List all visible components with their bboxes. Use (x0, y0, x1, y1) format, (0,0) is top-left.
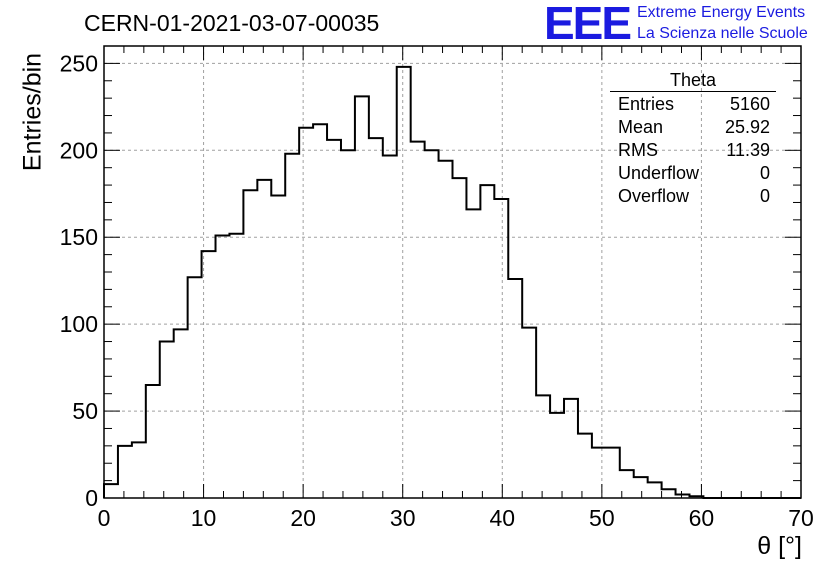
stats-title: Theta (669, 70, 717, 90)
histogram-bin (313, 124, 327, 498)
histogram-bin (411, 142, 425, 498)
grid-lines (104, 46, 801, 498)
histogram-bin (536, 395, 550, 498)
stats-row: Overflow 0 (610, 185, 776, 208)
y-tick-label: 0 (85, 485, 98, 511)
histogram-bin (160, 342, 174, 498)
x-tick-label: 30 (390, 505, 416, 531)
stats-row: Mean 25.92 (610, 116, 776, 139)
histogram-bin (480, 185, 494, 498)
histogram-bin (299, 128, 313, 498)
axis-ticks (103, 45, 802, 499)
histogram-bin (634, 477, 648, 498)
histogram-bin (327, 140, 341, 498)
histogram-bin (369, 138, 383, 498)
histogram-bin (132, 442, 146, 498)
eee-logo: EEE (544, 0, 632, 49)
y-tick-label: 150 (60, 224, 98, 250)
stats-divider (610, 91, 776, 92)
histogram-bin (285, 154, 299, 498)
histogram-bin (383, 156, 397, 498)
stats-box: Theta Entries 5160 Mean 25.92 RMS 11.39 Und… (610, 70, 776, 208)
y-tick-label: 100 (60, 311, 98, 337)
histogram-bin (341, 150, 355, 498)
histogram-bin (216, 235, 230, 498)
stats-label: RMS (618, 140, 658, 160)
histogram-outline (103, 65, 801, 499)
histogram-bin (592, 448, 606, 498)
histogram-bin (508, 279, 522, 498)
logo-subtitle-1: Extreme Energy Events (637, 4, 806, 21)
histogram-bin (550, 413, 564, 498)
histogram-bin (202, 251, 216, 498)
y-tick-label: 250 (60, 50, 98, 76)
histogram-bin (606, 448, 620, 498)
histogram-bin (118, 446, 132, 498)
stats-label: Entries (618, 94, 675, 114)
stats-row: Entries 5160 (610, 93, 776, 116)
histogram-bin (578, 434, 592, 498)
logo-subtitle-2: La Scienza nelle Scuole (637, 25, 808, 42)
histogram-bin (243, 190, 257, 498)
stats-value: 11.39 (726, 140, 770, 160)
stats-value: 0 (759, 186, 770, 206)
histogram-bin (439, 161, 453, 498)
axis-tick-labels: 0 10 20 30 40 50 60 70 0 50 100 150 200 250 (60, 50, 814, 531)
stats-label: Underflow (618, 163, 700, 183)
x-tick-label: 70 (788, 505, 814, 531)
histogram-bin (146, 385, 160, 498)
run-title: CERN-01-2021-03-07-00035 (84, 10, 380, 36)
y-tick-label: 200 (60, 137, 98, 163)
histogram-bin (229, 234, 243, 498)
histogram-bin (453, 178, 467, 498)
stats-row: Underflow 0 (610, 162, 776, 185)
x-axis-label: θ [°] (757, 532, 802, 560)
histogram-bin (271, 196, 285, 498)
x-tick-label: 40 (489, 505, 515, 531)
histogram-bin (104, 484, 118, 498)
histogram-bin (257, 180, 271, 498)
histogram-bin (355, 96, 369, 498)
histogram-bin (648, 482, 662, 498)
histogram-bin (522, 328, 536, 498)
histogram-bin (397, 67, 411, 498)
histogram-bin (466, 209, 480, 498)
x-tick-label: 60 (689, 505, 715, 531)
x-tick-label: 20 (290, 505, 316, 531)
stats-value: 25.92 (724, 117, 770, 137)
stats-value: 0 (759, 163, 770, 183)
stats-value: 5160 (729, 94, 770, 114)
x-tick-label: 50 (589, 505, 615, 531)
x-tick-label: 10 (191, 505, 217, 531)
x-tick-label: 0 (98, 505, 111, 531)
y-tick-label: 50 (72, 398, 98, 424)
histogram-bin (564, 399, 578, 498)
y-axis-label: Entries/bin (18, 52, 47, 172)
stats-label: Overflow (618, 186, 690, 206)
histogram-bin (662, 489, 676, 498)
histogram-bin (174, 329, 188, 498)
stats-label: Mean (618, 117, 664, 137)
histogram-bin (425, 150, 439, 498)
histogram-bin (188, 277, 202, 498)
stats-row: RMS 11.39 (610, 139, 776, 162)
histogram-bin (494, 199, 508, 498)
